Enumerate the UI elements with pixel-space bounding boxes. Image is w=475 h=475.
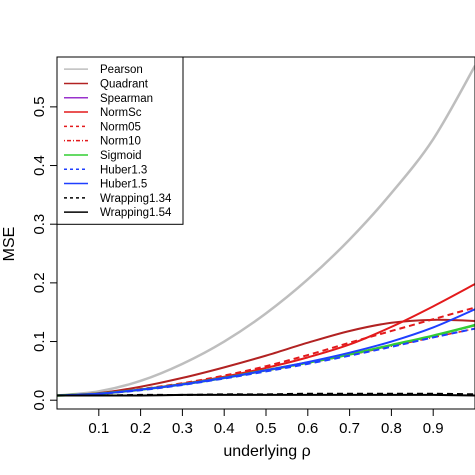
- x-tick-label: 0.5: [256, 420, 277, 437]
- legend-label: Huber1.5: [100, 179, 147, 191]
- y-tick-label: 0.5: [31, 96, 48, 117]
- series-line-huber1-3: [56, 327, 475, 397]
- y-tick-label: 0.0: [31, 390, 48, 411]
- series-line-spearman: [56, 324, 475, 397]
- y-tick-label: 0.2: [31, 272, 48, 293]
- x-tick-label: 0.9: [423, 420, 444, 437]
- x-tick-label: 0.2: [130, 420, 151, 437]
- x-tick-label: 0.4: [214, 420, 235, 437]
- y-axis-label: MSE: [1, 227, 18, 262]
- legend-label: Quadrant: [100, 78, 149, 90]
- y-axis: 0.0 0.1 0.2 0.3 0.4 0.5: [31, 96, 57, 411]
- y-tick-label: 0.1: [31, 331, 48, 352]
- x-tick-label: 0.6: [297, 420, 318, 437]
- x-tick-label: 0.1: [88, 420, 109, 437]
- series-line-wrapping1-54: [56, 393, 475, 397]
- series-line-norm10: [56, 327, 475, 397]
- legend-label: Spearman: [100, 93, 153, 105]
- x-tick-label: 0.7: [339, 420, 360, 437]
- legend-label: Sigmoid: [100, 150, 142, 162]
- series-line-huber1-5: [56, 308, 475, 397]
- series-line-pearson: [56, 65, 475, 397]
- legend: Pearson Quadrant Spearman NormSc Norm05 Norm1…: [56, 56, 184, 225]
- y-tick-label: 0.3: [31, 214, 48, 235]
- x-axis: 0.1 0.2 0.3 0.4 0.5 0.6 0.7 0.8 0.9: [88, 409, 444, 437]
- x-tick-label: 0.3: [172, 420, 193, 437]
- legend-label: NormSc: [100, 107, 142, 119]
- series-layer: [56, 65, 475, 397]
- x-axis-label: underlying ρ: [223, 443, 310, 460]
- legend-label: Huber1.3: [100, 164, 147, 176]
- legend-label: Wrapping1.34: [100, 193, 172, 205]
- legend-label: Pearson: [100, 64, 143, 76]
- y-tick-label: 0.4: [31, 155, 48, 176]
- legend-label: Norm10: [100, 136, 141, 148]
- series-line-quadrant: [56, 318, 475, 397]
- x-tick-label: 0.8: [381, 420, 402, 437]
- legend-label: Norm05: [100, 121, 141, 133]
- legend-label: Wrapping1.54: [100, 207, 172, 219]
